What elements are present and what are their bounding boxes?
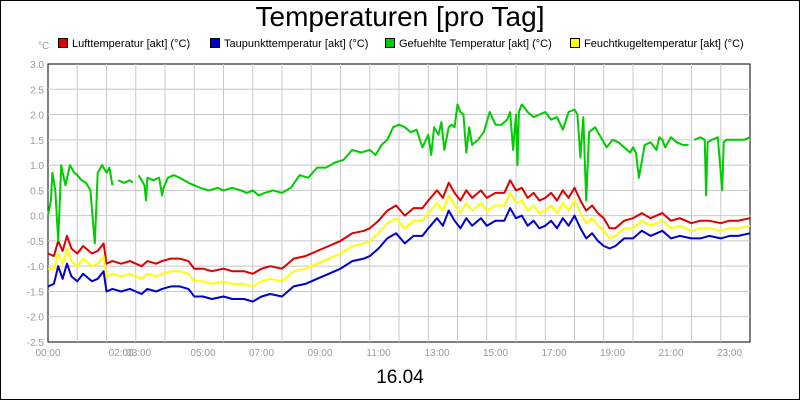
legend-item-taupunkttemperatur: Taupunkttemperatur [akt] (°C) xyxy=(210,38,368,50)
x-tick-label: 02:00 xyxy=(109,348,134,359)
legend-item-gefuehlte-temperatur: Gefuehlte Temperatur [akt] (°C) xyxy=(385,38,552,50)
x-tick-label: 00:00 xyxy=(35,348,60,359)
chart-title: Temperaturen [pro Tag] xyxy=(255,1,545,32)
y-tick-label: 3.0 xyxy=(30,60,44,71)
legend-swatch xyxy=(210,38,220,48)
series-line xyxy=(48,191,751,288)
legend-swatch xyxy=(385,38,395,48)
y-tick-label: -2.5 xyxy=(27,338,45,349)
legend-label: Gefuehlte Temperatur [akt] (°C) xyxy=(399,38,552,50)
x-axis-date-label: 16.04 xyxy=(376,367,424,388)
y-tick-label: 1.0 xyxy=(30,161,44,172)
x-tick-label: 03:00 xyxy=(126,348,151,359)
x-tick-label: 21:00 xyxy=(659,348,684,359)
legend-item-feuchtkugeltemperatur: Feuchtkugeltemperatur [akt] (°C) xyxy=(570,38,744,50)
x-tick-label: 11:00 xyxy=(366,348,391,359)
y-tick-label: 1.5 xyxy=(30,136,44,147)
y-tick-label: 2.5 xyxy=(30,85,44,96)
legend-label: Taupunkttemperatur [akt] (°C) xyxy=(224,38,369,50)
x-tick-label: 15:00 xyxy=(483,348,508,359)
y-tick-label: -1.0 xyxy=(27,262,45,273)
y-tick-label: 0.0 xyxy=(30,212,44,223)
y-tick-label: 0.5 xyxy=(30,186,44,197)
series-line xyxy=(47,103,751,245)
legend-label: Feuchtkugeltemperatur [akt] (°C) xyxy=(584,38,744,50)
legend-swatch xyxy=(58,38,68,48)
x-tick-label: 07:00 xyxy=(249,348,274,359)
legend-item-lufttemperatur: Lufttemperatur [akt] (°C) xyxy=(58,38,190,50)
legend-swatch xyxy=(570,38,580,48)
series-line xyxy=(47,179,751,275)
x-tick-label: 13:00 xyxy=(425,348,450,359)
legend-label: Lufttemperatur [akt] (°C) xyxy=(72,38,191,50)
y-tick-label: -2.0 xyxy=(27,313,45,324)
x-tick-label: 17:00 xyxy=(542,348,567,359)
x-tick-label: 23:00 xyxy=(717,348,742,359)
y-axis-unit: °C xyxy=(38,41,50,52)
y-tick-label: 2.0 xyxy=(30,111,44,122)
x-tick-label: 09:00 xyxy=(308,348,333,359)
series-line xyxy=(47,207,751,303)
x-tick-label: 05:00 xyxy=(191,348,216,359)
x-tick-label: 19:00 xyxy=(600,348,625,359)
y-tick-label: -1.5 xyxy=(27,287,45,298)
y-tick-label: -0.5 xyxy=(27,237,45,248)
